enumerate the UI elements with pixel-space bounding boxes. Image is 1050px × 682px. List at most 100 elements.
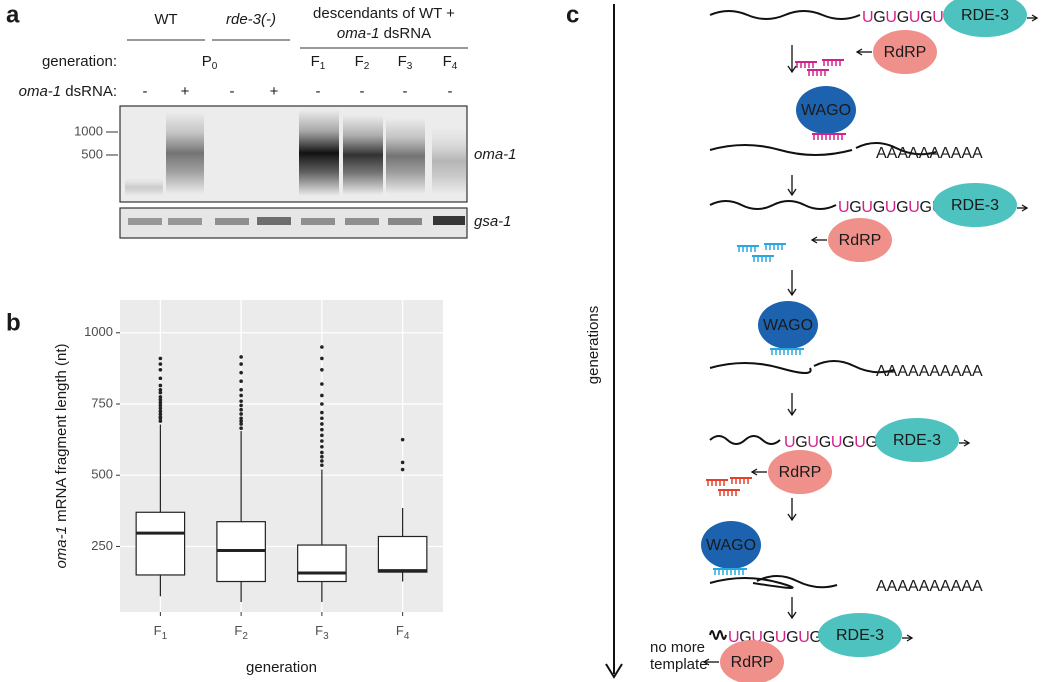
poly-a: AAAAAAAAAA [876, 363, 983, 380]
outlier [239, 422, 243, 426]
outlier [320, 444, 324, 449]
small-arrow-head [810, 236, 818, 244]
group-label: rde-3(-) [226, 11, 276, 28]
outlier [320, 382, 324, 386]
tail-letter: U [751, 629, 762, 646]
generation-part: F [443, 53, 452, 70]
group-label: oma-1 dsRNA [337, 25, 431, 42]
gel-smear [343, 115, 383, 195]
tail-letter: G [920, 9, 932, 26]
outlier [158, 356, 163, 361]
tail-letter: G [873, 9, 885, 26]
mrna-cleaved [756, 575, 838, 589]
y-tick-label: 500 [91, 467, 113, 482]
gel-band [215, 218, 249, 225]
outlier [158, 400, 163, 405]
mrna [709, 200, 837, 210]
rdrp-label: RdRP [839, 232, 882, 249]
mrna-cleaved [709, 577, 794, 589]
x-tick-label-part: 2 [242, 631, 248, 642]
outlier [320, 402, 324, 406]
tail-letter: G [896, 199, 908, 216]
outlier [239, 387, 243, 392]
wago-label: WAGO [706, 537, 756, 554]
group-label: descendants of WT + [313, 5, 455, 22]
outlier [320, 439, 324, 443]
outlier [239, 416, 243, 421]
outlier [320, 356, 324, 361]
outlier [320, 463, 324, 468]
rde3 [933, 183, 1017, 227]
step-arrow-head [787, 513, 797, 522]
x-tick-label: F4 [396, 623, 410, 641]
gel-band [433, 216, 465, 225]
outlier [158, 412, 163, 416]
tail-letter: U [854, 434, 865, 451]
y-axis-title-part: oma-1 [53, 526, 70, 569]
generation-part: 2 [364, 61, 370, 72]
generation-part: 1 [320, 61, 326, 72]
y-tick-label: 250 [91, 538, 113, 553]
mrna [709, 10, 861, 20]
mrna [709, 630, 727, 640]
rdrp [720, 640, 784, 682]
tail-letter: U [909, 9, 920, 26]
box [297, 544, 347, 583]
outlier [158, 406, 163, 411]
outlier [239, 426, 243, 431]
outlier [320, 410, 324, 415]
outlier [239, 370, 243, 375]
wago-label: WAGO [801, 102, 851, 119]
outlier [158, 368, 163, 372]
dsrna-sign: - [360, 83, 365, 100]
gel-smear [386, 118, 425, 194]
y-axis-title-part: mRNA fragment length (nt) [53, 343, 70, 526]
generation-part: F [311, 53, 320, 70]
tail-letter: U [775, 629, 786, 646]
poly-a: AAAAAAAAAA [876, 578, 983, 595]
gel-smear [166, 112, 204, 194]
step-arrow-head [787, 65, 797, 74]
small-arrow-head [750, 468, 758, 476]
arrow-head [605, 663, 623, 679]
step-arrow-head [787, 188, 797, 197]
outlier [239, 419, 243, 423]
outlier [158, 403, 163, 408]
outlier [320, 345, 324, 349]
tail-letter: G [842, 434, 854, 451]
generation-part: 4 [452, 61, 458, 72]
outlier [239, 379, 243, 384]
outlier [400, 460, 405, 465]
outlier [158, 383, 163, 388]
outlier [320, 422, 324, 426]
outlier [239, 362, 243, 366]
row-label-part: dsRNA: [61, 83, 117, 100]
generation-part: F [398, 53, 407, 70]
generation: F2 [355, 53, 370, 72]
dsrna-sign: - [448, 83, 453, 100]
rdrp-label: RdRP [884, 44, 927, 61]
generation-part: 3 [407, 61, 413, 72]
tail-letter: U [838, 199, 849, 216]
gene-label: gsa-1 [474, 213, 512, 230]
small-arrow-head [855, 48, 863, 56]
tail-letter: G [819, 434, 831, 451]
mrna-cleaved [855, 142, 937, 156]
outlier [239, 355, 243, 359]
mrna [709, 435, 781, 445]
outlier [158, 376, 163, 381]
small-arrow-head [702, 658, 710, 666]
gel-band [128, 218, 162, 225]
tail-letter: U [885, 9, 896, 26]
rde3 [943, 0, 1027, 37]
box [135, 511, 186, 576]
outlier [320, 416, 324, 421]
gel-band [301, 218, 335, 225]
generation: P0 [202, 53, 218, 72]
outlier [320, 459, 324, 463]
gel-band [168, 218, 202, 225]
wago [796, 86, 856, 134]
time-label: generations [585, 306, 602, 384]
note: template [650, 656, 708, 673]
